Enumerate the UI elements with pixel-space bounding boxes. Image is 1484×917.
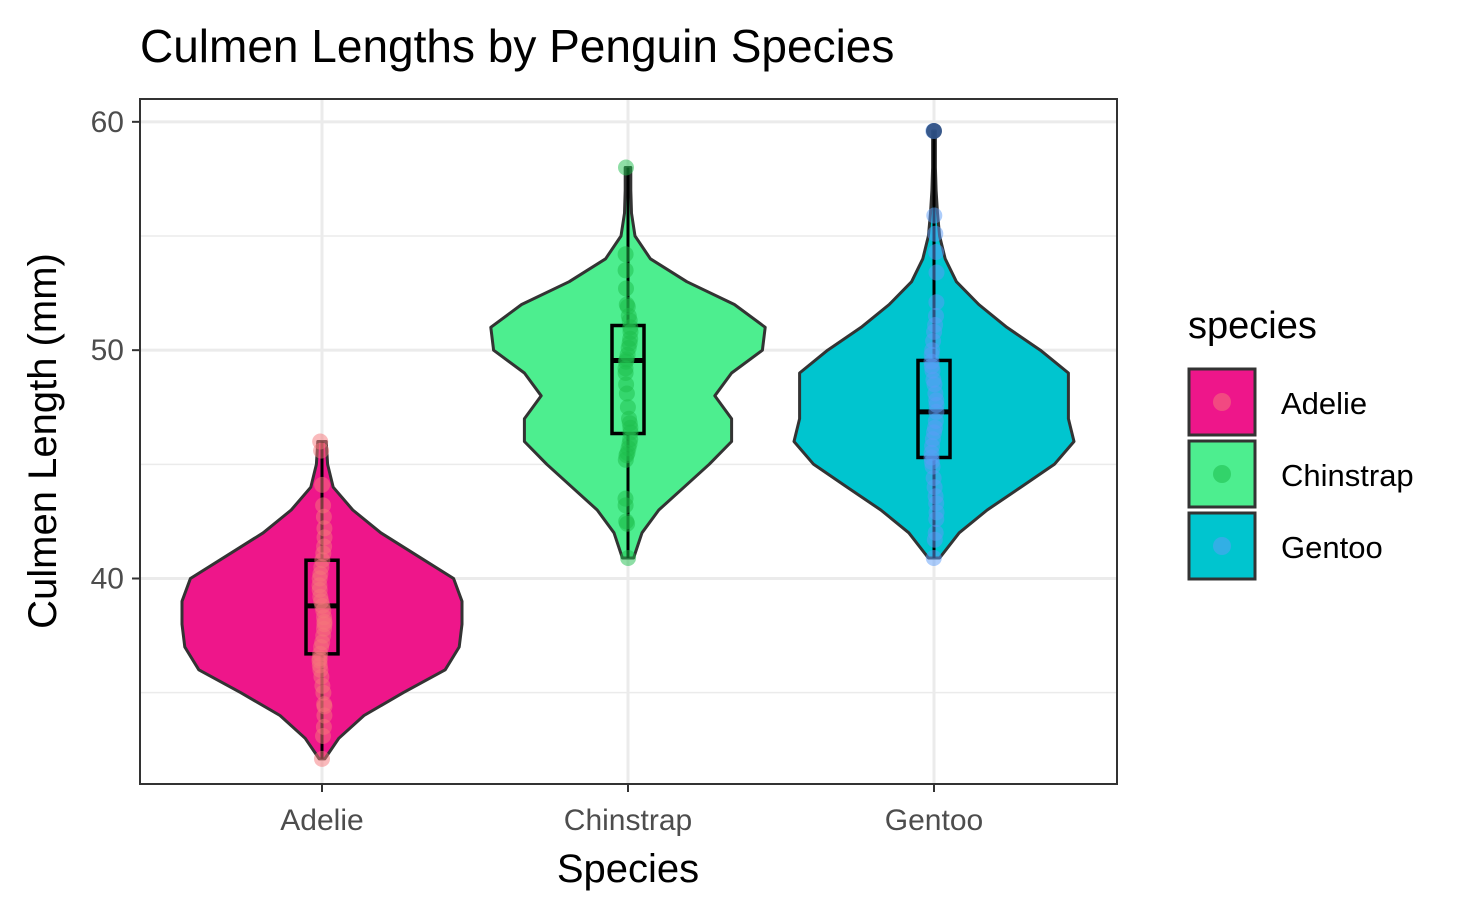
data-point <box>617 262 634 279</box>
y-tick-label: 40 <box>91 563 124 596</box>
legend-key-point <box>1213 465 1231 483</box>
data-point <box>618 159 634 176</box>
data-point <box>618 513 635 530</box>
legend-key-point <box>1213 393 1231 411</box>
data-point <box>315 718 332 735</box>
y-axis-title: Culmen Length (mm) <box>21 253 65 629</box>
data-point <box>315 497 332 514</box>
y-tick-label: 50 <box>91 334 124 367</box>
data-point <box>928 264 945 281</box>
data-point <box>621 410 637 427</box>
x-axis-title: Species <box>557 847 699 891</box>
legend: Adelie Chinstrap Gentoo <box>1187 367 1414 581</box>
x-tick-label: Chinstrap <box>564 804 692 837</box>
data-point <box>928 307 944 324</box>
data-point <box>316 520 333 537</box>
x-tick-label: Gentoo <box>885 804 983 837</box>
legend-key-point <box>1213 537 1231 555</box>
data-point <box>619 399 636 416</box>
x-tick-label: Adelie <box>280 804 363 837</box>
legend-label: Adelie <box>1281 386 1367 421</box>
legend-label: Gentoo <box>1281 530 1383 565</box>
data-point <box>618 280 634 297</box>
data-point <box>316 696 333 713</box>
plot-area: 40 50 60 Adelie Chinstrap Gentoo <box>91 98 1118 837</box>
chart-title: Culmen Lengths by Penguin Species <box>140 20 894 72</box>
data-point <box>312 433 329 450</box>
data-point <box>314 476 331 493</box>
data-point <box>315 508 332 525</box>
y-tick-label: 60 <box>91 106 124 139</box>
data-point <box>617 490 634 507</box>
legend-title: species <box>1188 305 1317 347</box>
data-point <box>928 294 945 311</box>
data-point <box>926 207 943 224</box>
data-point <box>927 225 944 242</box>
outlier-point <box>926 122 942 139</box>
legend-label: Chinstrap <box>1281 458 1414 493</box>
data-point <box>617 246 634 263</box>
data-point <box>314 750 330 767</box>
data-point <box>618 376 635 393</box>
data-point <box>925 550 942 566</box>
data-point <box>618 296 635 313</box>
data-point <box>927 524 944 541</box>
data-point <box>928 244 945 260</box>
data-point <box>620 550 637 566</box>
